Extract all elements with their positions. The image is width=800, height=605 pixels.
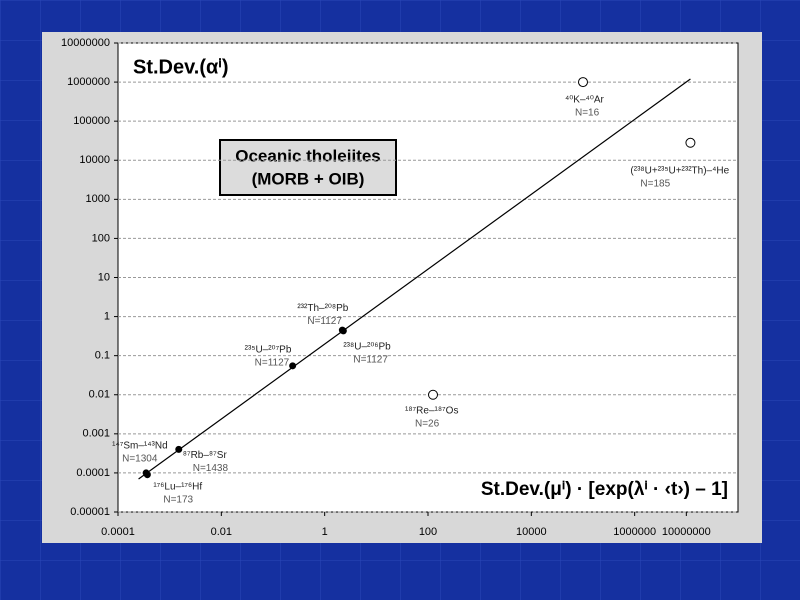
x-tick-label: 0.01	[211, 526, 232, 538]
point-label: ¹⁷⁶Lu–¹⁷⁶Hf	[153, 481, 202, 492]
point-label: ¹⁴⁷Sm–¹⁴³Nd	[112, 441, 168, 452]
point-label: ²³²Th–²⁰⁸Pb	[297, 303, 348, 314]
y-tick-label: 0.1	[95, 350, 110, 362]
y-tick-label: 1	[104, 310, 110, 322]
y-tick-label: 1000	[86, 193, 110, 205]
point	[175, 445, 183, 453]
point-n: N=1127	[255, 357, 290, 368]
fit-line	[138, 78, 691, 480]
x-title: St.Dev.(μⁱ) · [exp(λⁱ · ‹t›) – 1]	[481, 479, 728, 500]
point	[143, 471, 151, 479]
y-tick-label: 0.00001	[70, 506, 110, 518]
point-n: N=1127	[307, 316, 342, 327]
box-line: Oceanic tholeiites	[235, 146, 381, 165]
y-title: St.Dev.(αⁱ)	[133, 56, 229, 78]
x-tick-label: 100	[419, 526, 437, 538]
point-n: N=1438	[193, 463, 229, 474]
box-line: (MORB + OIB)	[252, 169, 365, 188]
x-tick-label: 1000000	[613, 526, 656, 538]
x-tick-label: 1	[322, 526, 328, 538]
point	[289, 362, 297, 370]
point-n: N=173	[163, 494, 193, 505]
point-n: N=1127	[353, 355, 388, 366]
point-label: ¹⁸⁷Re–¹⁸⁷Os	[405, 405, 458, 416]
x-tick-label: 10000	[516, 526, 547, 538]
point	[578, 77, 588, 88]
y-tick-label: 0.01	[89, 389, 110, 401]
point-n: N=1304	[122, 454, 158, 465]
point-label: ²³⁸U–²⁰⁶Pb	[343, 342, 391, 353]
point-n: N=185	[640, 178, 670, 189]
point-n: N=16	[575, 108, 600, 119]
y-tick-label: 100	[92, 232, 110, 244]
point-n: N=26	[415, 418, 440, 429]
y-tick-label: 1000000	[67, 76, 110, 88]
y-tick-label: 10000000	[61, 37, 110, 49]
annotation-box	[219, 139, 397, 196]
y-tick-label: 10	[98, 271, 110, 283]
point-label: ⁴⁰K–⁴⁰Ar	[565, 95, 605, 106]
point-label: ⁸⁷Rb–⁸⁷Sr	[183, 450, 228, 461]
y-tick-label: 0.001	[82, 428, 110, 440]
point-label: (²³⁸U+²³⁵U+²³²Th)–⁴He	[630, 165, 729, 176]
point	[339, 327, 347, 335]
y-tick-label: 10000	[79, 154, 110, 166]
point	[428, 389, 439, 400]
y-tick-label: 0.0001	[76, 467, 110, 479]
point-label: ²³⁵U–²⁰⁷Pb	[245, 344, 292, 355]
point	[685, 137, 696, 148]
x-tick-label: 10000000	[662, 526, 711, 538]
y-tick-label: 100000	[73, 115, 110, 127]
x-tick-label: 0.0001	[101, 526, 135, 538]
